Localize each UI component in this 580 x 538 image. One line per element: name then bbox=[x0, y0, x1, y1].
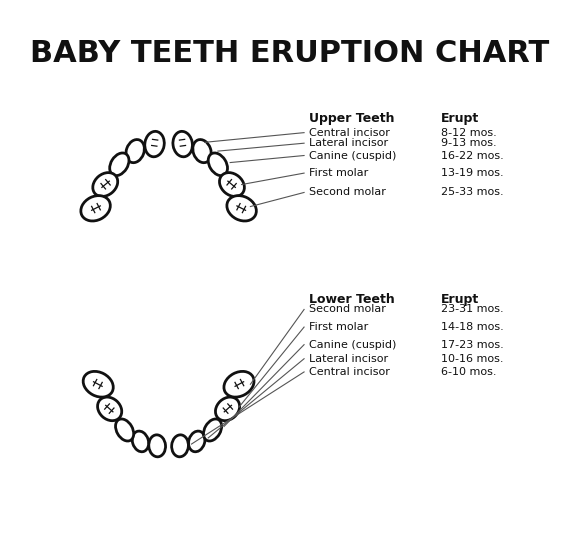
Text: Second molar: Second molar bbox=[309, 187, 386, 197]
Text: First molar: First molar bbox=[309, 168, 369, 178]
Ellipse shape bbox=[224, 371, 254, 397]
Ellipse shape bbox=[115, 419, 133, 441]
Ellipse shape bbox=[204, 419, 222, 441]
Text: Central incisor: Central incisor bbox=[309, 367, 390, 377]
Text: 16-22 mos.: 16-22 mos. bbox=[441, 151, 504, 160]
Text: 13-19 mos.: 13-19 mos. bbox=[441, 168, 504, 178]
Text: 23-31 mos.: 23-31 mos. bbox=[441, 305, 504, 315]
Text: Canine (cuspid): Canine (cuspid) bbox=[309, 339, 397, 350]
Text: Erupt: Erupt bbox=[441, 293, 480, 306]
Ellipse shape bbox=[93, 173, 118, 196]
Text: Erupt: Erupt bbox=[441, 112, 480, 125]
Text: 6-10 mos.: 6-10 mos. bbox=[441, 367, 497, 377]
Text: Lateral incisor: Lateral incisor bbox=[309, 138, 389, 148]
Text: 10-16 mos.: 10-16 mos. bbox=[441, 353, 504, 364]
Text: 9-13 mos.: 9-13 mos. bbox=[441, 138, 497, 148]
Ellipse shape bbox=[132, 431, 148, 452]
Ellipse shape bbox=[219, 173, 244, 196]
Ellipse shape bbox=[81, 196, 110, 221]
Text: Lateral incisor: Lateral incisor bbox=[309, 353, 389, 364]
Ellipse shape bbox=[126, 139, 144, 162]
Text: Second molar: Second molar bbox=[309, 305, 386, 315]
Ellipse shape bbox=[193, 139, 211, 162]
Text: Canine (cuspid): Canine (cuspid) bbox=[309, 151, 397, 160]
Ellipse shape bbox=[172, 435, 188, 457]
Ellipse shape bbox=[227, 196, 256, 221]
Ellipse shape bbox=[215, 397, 240, 421]
Text: 14-18 mos.: 14-18 mos. bbox=[441, 322, 504, 332]
Text: Lower Teeth: Lower Teeth bbox=[309, 293, 395, 306]
Ellipse shape bbox=[208, 153, 227, 175]
Ellipse shape bbox=[97, 397, 122, 421]
Text: First molar: First molar bbox=[309, 322, 369, 332]
Ellipse shape bbox=[110, 153, 129, 175]
Text: 17-23 mos.: 17-23 mos. bbox=[441, 339, 504, 350]
Ellipse shape bbox=[188, 431, 205, 452]
Text: 8-12 mos.: 8-12 mos. bbox=[441, 128, 497, 138]
Text: Central incisor: Central incisor bbox=[309, 128, 390, 138]
Text: Upper Teeth: Upper Teeth bbox=[309, 112, 395, 125]
Text: 25-33 mos.: 25-33 mos. bbox=[441, 187, 504, 197]
Ellipse shape bbox=[173, 131, 193, 157]
Ellipse shape bbox=[145, 131, 164, 157]
Ellipse shape bbox=[149, 435, 165, 457]
Text: BABY TEETH ERUPTION CHART: BABY TEETH ERUPTION CHART bbox=[30, 39, 550, 68]
Ellipse shape bbox=[83, 371, 113, 397]
